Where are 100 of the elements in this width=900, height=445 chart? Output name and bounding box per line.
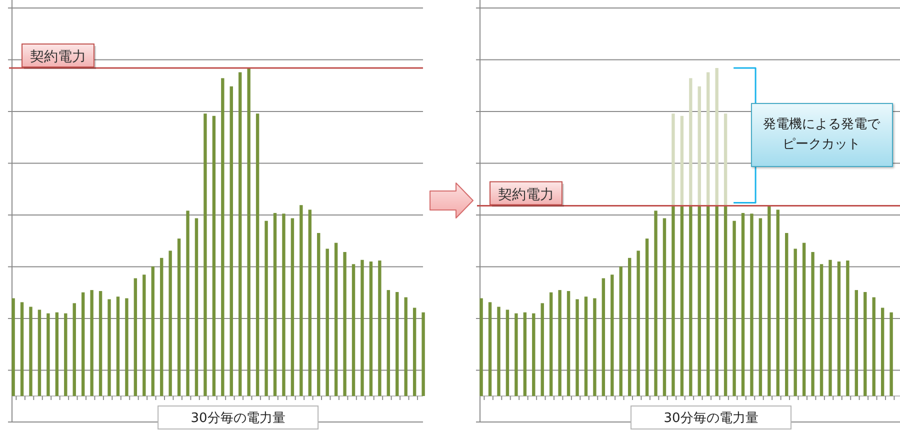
- bar: [142, 274, 146, 396]
- bar: [81, 292, 85, 396]
- bar: [558, 290, 562, 396]
- bar: [300, 205, 303, 396]
- bar: [90, 290, 94, 396]
- bar: [602, 278, 606, 396]
- bar: [134, 278, 138, 396]
- bar: [854, 290, 858, 396]
- bar: [204, 114, 207, 396]
- bar: [20, 302, 24, 396]
- bar: [514, 313, 518, 396]
- bar: [186, 210, 190, 396]
- bar: [715, 68, 718, 206]
- bar: [645, 238, 649, 396]
- bar: [72, 303, 76, 396]
- bar: [412, 308, 416, 396]
- bar: [523, 312, 527, 396]
- bar: [38, 310, 42, 396]
- bar: [794, 248, 797, 396]
- bar: [160, 258, 164, 396]
- bar: [238, 72, 242, 396]
- bar: [724, 114, 728, 206]
- bar: [317, 232, 320, 396]
- bar: [698, 86, 701, 206]
- bar: [360, 260, 364, 396]
- bar: [230, 86, 233, 396]
- bar: [46, 313, 50, 396]
- bar: [758, 218, 762, 396]
- bar: [177, 238, 181, 396]
- bar: [282, 214, 286, 396]
- bar: [672, 206, 675, 396]
- bar: [890, 312, 893, 396]
- bar: [654, 210, 658, 396]
- bar: [221, 78, 224, 396]
- bar: [290, 218, 294, 396]
- bar: [404, 297, 408, 396]
- ref-line-label: 契約電力: [30, 49, 86, 65]
- bar: [636, 250, 640, 396]
- bar: [732, 220, 736, 396]
- bar: [672, 114, 675, 206]
- bar: [343, 252, 346, 396]
- bar: [549, 292, 553, 396]
- bar: [247, 68, 250, 396]
- bar: [610, 274, 614, 396]
- bar: [698, 206, 701, 396]
- bar: [576, 299, 579, 396]
- bar: [880, 308, 884, 396]
- bar: [326, 248, 329, 396]
- bar: [680, 116, 684, 206]
- bar: [488, 302, 492, 396]
- bar: [168, 250, 172, 396]
- bar: [532, 313, 536, 396]
- x-axis-title: 30分毎の電力量: [190, 411, 286, 426]
- bar: [864, 292, 867, 396]
- bar: [506, 310, 510, 396]
- bar: [273, 212, 277, 396]
- bar: [194, 218, 198, 396]
- bar: [785, 232, 788, 396]
- bar: [497, 306, 500, 396]
- bar: [706, 206, 710, 396]
- bar: [98, 291, 102, 396]
- bar: [212, 116, 216, 396]
- bar: [55, 312, 59, 396]
- bar: [837, 262, 841, 396]
- bar: [741, 212, 745, 396]
- bar: [724, 206, 728, 396]
- ref-line-label: 契約電力: [498, 186, 554, 203]
- bar: [334, 242, 338, 396]
- bar: [29, 306, 32, 396]
- bar: [593, 298, 596, 396]
- bar: [715, 206, 718, 396]
- bar: [12, 298, 15, 396]
- bar: [768, 205, 771, 396]
- bar: [689, 78, 692, 206]
- bar: [151, 266, 154, 396]
- bar: [64, 313, 68, 396]
- bar: [125, 298, 128, 396]
- bar: [628, 258, 632, 396]
- bar: [566, 291, 570, 396]
- bar: [480, 298, 483, 396]
- bar: [689, 206, 692, 396]
- bar: [750, 214, 754, 396]
- bar: [116, 296, 120, 396]
- bar: [846, 260, 850, 396]
- bar: [256, 114, 260, 396]
- bar: [662, 218, 666, 396]
- bar: [378, 260, 382, 396]
- bar: [811, 252, 814, 396]
- bar: [352, 264, 356, 396]
- bar: [422, 312, 425, 396]
- annotation: 発電機による発電でピークカット: [750, 103, 893, 168]
- bar: [776, 210, 780, 396]
- bar: [369, 262, 373, 396]
- bar: [680, 206, 684, 396]
- bar: [619, 266, 622, 396]
- bar: [828, 260, 832, 396]
- bar: [108, 299, 111, 396]
- x-axis-title: 30分毎の電力量: [664, 411, 758, 426]
- bar: [872, 297, 876, 396]
- bar: [308, 210, 312, 396]
